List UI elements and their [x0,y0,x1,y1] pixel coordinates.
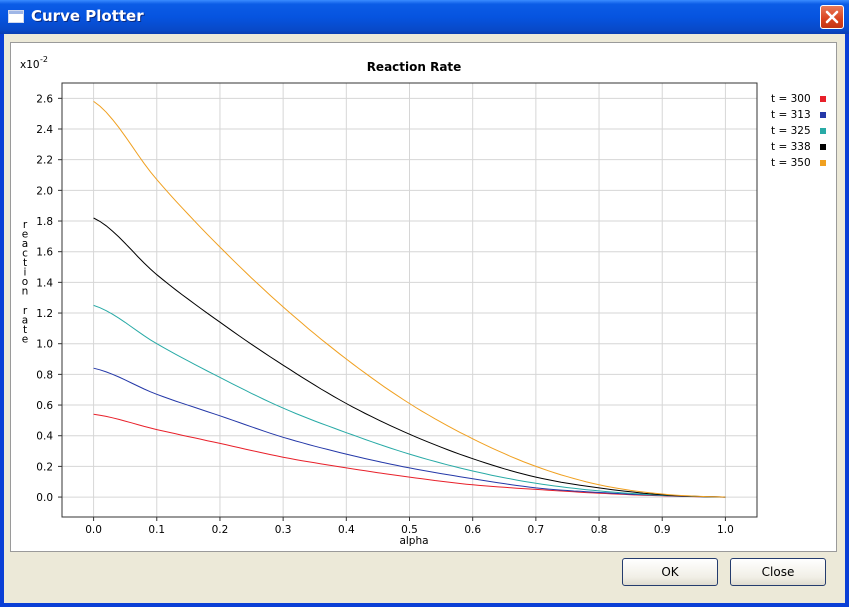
y-tick-label: 2.4 [36,124,53,136]
legend-label: t = 350 [771,157,811,169]
plot-panel: 0.0 0.2 0.4 0.6 0.8 1.0 1.2 1.4 1.6 1.8 2.0 2.2 2.4 2… [10,42,837,552]
series-line-0 [93,413,726,498]
x-tick-label: 0.4 [338,524,355,536]
y-axis-label-char: e [22,334,28,346]
legend-swatch [820,112,826,118]
y-exponent-power: -2 [40,55,48,64]
x-tick-label: 0.3 [275,524,292,536]
y-tick-label: 0.6 [36,400,53,412]
y-axis-label-char: o [22,276,28,288]
y-axis-label-char: n [22,286,29,298]
y-axis-label-char: c [22,248,28,260]
legend-swatch [820,128,826,134]
close-button[interactable]: Close [730,558,826,586]
y-tick-label: 1.0 [36,339,53,351]
y-tick-label: 1.2 [36,308,53,320]
y-tick-label: 1.6 [36,247,53,259]
close-icon [825,10,839,24]
series-line-3 [93,217,726,498]
x-tick-label: 0.9 [654,524,671,536]
y-axis-label-char: i [24,267,27,279]
chart-title: Reaction Rate [367,60,462,74]
dialog-client-area: 0.0 0.2 0.4 0.6 0.8 1.0 1.2 1.4 1.6 1.8 2.0 2.2 2.4 2… [4,34,845,603]
y-tick-label: 1.4 [36,277,53,289]
y-tick-label: 1.8 [36,216,53,228]
ok-button[interactable]: OK [622,558,718,586]
close-window-button[interactable] [820,5,844,29]
window-icon [8,10,24,23]
y-axis-label-char: e [22,229,28,241]
legend: t = 300 t = 313 t = 325 t = 338 t = 350 [771,93,826,169]
series-line-4 [93,100,726,498]
x-tick-label: 0.0 [85,524,102,536]
y-axis-label-char: a [22,315,28,327]
legend-label: t = 300 [771,93,811,105]
x-tick-label: 0.2 [212,524,229,536]
legend-swatch [820,96,826,102]
x-tick-label: 0.1 [148,524,165,536]
legend-swatch [820,160,826,166]
y-axis-ticks: 0.0 0.2 0.4 0.6 0.8 1.0 1.2 1.4 1.6 1.8 2.0 2.2 2.4 2… [36,93,62,504]
y-tick-label: 0.0 [36,492,53,504]
x-tick-label: 1.0 [717,524,734,536]
grid-lines [62,83,757,517]
series-line-2 [93,304,726,498]
x-axis-ticks: 0.0 0.1 0.2 0.3 0.4 0.5 0.6 0.7 0.8 0.9 1.0 [85,517,734,536]
y-tick-label: 0.2 [36,461,53,473]
y-axis-label-char: r [23,219,28,231]
y-tick-label: 2.0 [36,185,53,197]
y-axis-label-char: r [23,305,28,317]
y-axis-label-char: t [23,257,27,269]
x-tick-label: 0.5 [401,524,418,536]
x-tick-label: 0.6 [464,524,481,536]
y-axis-label-char: t [23,324,27,336]
legend-label: t = 313 [771,109,811,121]
series-line-1 [93,367,726,498]
y-tick-label: 0.8 [36,369,53,381]
series-lines [93,100,726,498]
y-tick-label: 0.4 [36,431,53,443]
legend-swatch [820,144,826,150]
legend-label: t = 325 [771,125,811,137]
title-bar[interactable]: Curve Plotter [0,0,849,34]
y-tick-label: 2.2 [36,155,53,167]
y-exponent-base: x10 [20,59,40,71]
y-tick-label: 2.6 [36,93,53,105]
x-axis-label: alpha [399,535,428,547]
window-title: Curve Plotter [31,7,144,25]
y-axis-label-char: a [22,238,28,250]
x-tick-label: 0.8 [591,524,608,536]
legend-label: t = 338 [771,141,811,153]
x-tick-label: 0.7 [528,524,545,536]
reaction-rate-chart: 0.0 0.2 0.4 0.6 0.8 1.0 1.2 1.4 1.6 1.8 2.0 2.2 2.4 2… [20,55,826,547]
